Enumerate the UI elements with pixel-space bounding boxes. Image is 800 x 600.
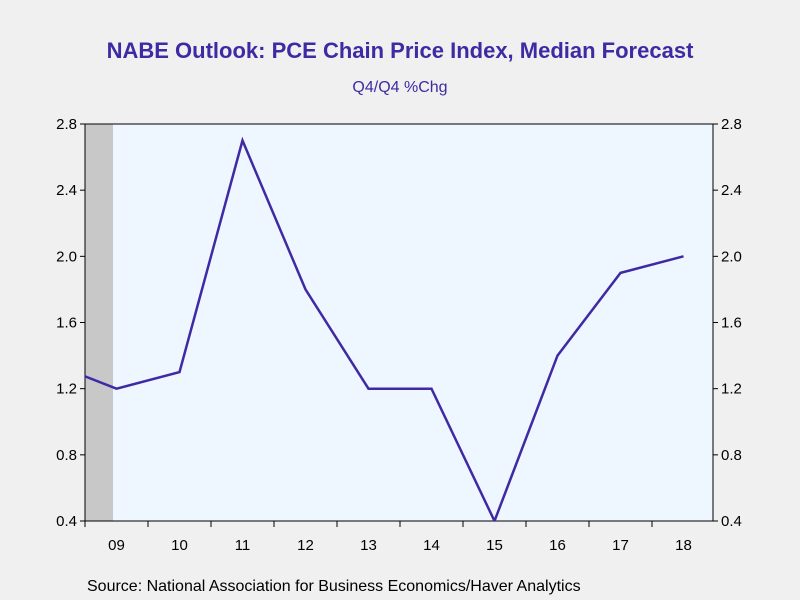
series-line [85,136,684,521]
x-tick-label: 16 [549,537,566,554]
plot-area [85,124,713,521]
x-tick-label: 18 [675,537,692,554]
y-tick-label-left: 1.2 [56,381,77,398]
y-tick-label-right: 0.8 [721,447,742,464]
x-tick-label: 13 [360,537,377,554]
y-tick-label-left: 0.8 [56,447,77,464]
x-tick-label: 11 [235,537,251,554]
y-tick-label-right: 1.6 [721,315,742,332]
recession-shade [85,124,113,521]
y-tick-label-right: 0.4 [721,513,742,530]
y-tick-label-left: 2.8 [56,116,77,133]
x-tick-label: 17 [612,537,629,554]
chart-subtitle: Q4/Q4 %Chg [352,79,448,96]
y-tick-label-left: 0.4 [56,513,77,530]
source-note: Source: National Association for Busines… [87,578,581,595]
x-tick-label: 14 [423,537,440,554]
y-tick-label-right: 1.2 [721,381,742,398]
chart-title: NABE Outlook: PCE Chain Price Index, Med… [106,38,694,63]
x-tick-label: 09 [108,537,125,554]
x-tick-label: 15 [486,537,503,554]
y-tick-label-right: 2.4 [721,182,742,199]
y-tick-label-left: 1.6 [56,315,77,332]
x-tick-label: 10 [171,537,188,554]
x-tick-label: 12 [297,537,314,554]
y-tick-label-right: 2.0 [721,248,742,265]
y-tick-label-left: 2.4 [56,182,77,199]
y-tick-label-left: 2.0 [56,248,77,265]
y-tick-label-right: 2.8 [721,116,742,133]
